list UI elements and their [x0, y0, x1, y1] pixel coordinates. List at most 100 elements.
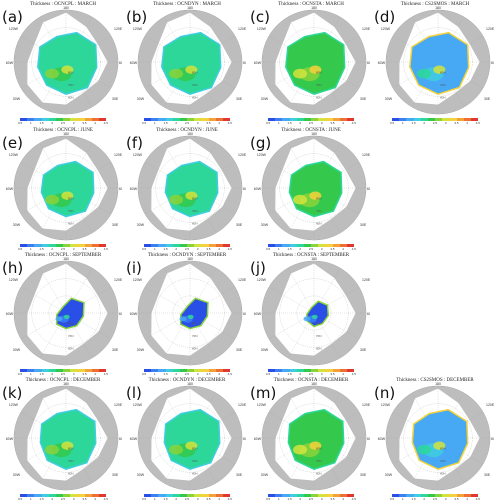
longitude-label: 180	[435, 382, 441, 386]
map-panel: Thickness : OCNSTA : MARCH (c) 180 120W 120E…	[250, 2, 370, 125]
longitude-label: 30E	[484, 97, 491, 101]
colorbar-tick-label: 1.5	[287, 497, 292, 501]
longitude-label: 120W	[133, 403, 143, 407]
longitude-label: 30W	[137, 473, 145, 477]
colorbar-swatch	[268, 369, 276, 372]
colorbar-ticks: 0.5 1 1.5 2 2.5 3 3.5 4 4.5	[18, 372, 108, 376]
colorbar-swatch	[55, 244, 64, 247]
colorbar-swatch	[268, 118, 276, 121]
colorbar-tick-label: 1	[29, 121, 32, 125]
longitude-label: 60E	[119, 312, 122, 316]
colorbar-swatch	[399, 494, 407, 497]
latitude-label: 60N	[68, 346, 74, 350]
colorbar-tick-label: 3.5	[82, 247, 87, 251]
longitude-label: 120E	[238, 153, 246, 157]
colorbar-tick-label: 2.5	[184, 247, 190, 251]
colorbar-tick-label: 4	[466, 497, 468, 501]
colorbar	[144, 244, 231, 247]
longitude-label: 120W	[9, 403, 19, 407]
colorbar-swatch	[268, 244, 276, 247]
longitude-label: 30W	[261, 97, 269, 101]
land-mass	[138, 386, 242, 490]
colorbar-swatch	[91, 369, 99, 372]
colorbar-swatch	[325, 118, 333, 121]
colorbar-tick-label: 2.5	[60, 372, 66, 376]
colorbar-tick-label: 4.5	[351, 247, 356, 251]
colorbar-tick-label: 0.5	[142, 121, 147, 125]
thick-ice-patch	[293, 68, 308, 79]
colorbar-swatch	[158, 118, 166, 121]
longitude-label: 60W	[378, 437, 386, 441]
map-panel: Thickness : OCNCPL : SEPTEMBER (h) 180 120W…	[2, 253, 122, 376]
map-panel: Thickness : OCNCPL : JUNE (e) 180 120W 120E 6…	[2, 128, 122, 251]
colorbar-swatch	[41, 369, 49, 372]
colorbar-tick-label: 1	[153, 372, 156, 376]
colorbar	[268, 244, 355, 247]
colorbar	[268, 369, 355, 372]
colorbar-swatch	[215, 118, 223, 121]
colorbar-swatch	[311, 118, 319, 121]
sea-ice-field	[161, 31, 222, 96]
longitude-label: 120W	[381, 403, 391, 407]
longitude-label: 60E	[367, 187, 370, 191]
panel-label: (n)	[374, 384, 396, 402]
colorbar-swatch	[275, 118, 283, 121]
colorbar-swatch	[289, 244, 297, 247]
colorbar-tick-label: 2.5	[308, 497, 314, 501]
thick-ice-patch	[179, 316, 187, 322]
thick-ice-patch	[45, 444, 60, 455]
colorbar-ticks: 0.5 1 1.5 2 2.5 3 3.5 4 4.5	[266, 121, 356, 125]
panel-title: Thickness : OCNCPL : DECEMBER	[25, 378, 101, 383]
colorbar-tick-label: 0.5	[266, 497, 271, 501]
colorbar-tick-label: 2.5	[184, 372, 190, 376]
polar-map: 180 120W 120E 60W 60E 30W 30E 80N 70N 60N	[6, 382, 122, 491]
longitude-label: 60W	[254, 312, 262, 316]
latitude-label: 60N	[316, 471, 322, 475]
colorbar-ticks: 0.5 1 1.5 2 2.5 3 3.5 4 4.5	[142, 372, 232, 376]
longitude-label: 180	[311, 6, 317, 10]
colorbar-tick-label: 1.5	[287, 121, 292, 125]
colorbar-swatch	[339, 118, 347, 121]
colorbar-tick-label: 4	[218, 372, 220, 376]
panel-title: Thickness : OCNSTA : SEPTEMBER	[272, 253, 350, 258]
colorbar-tick-label: 1.5	[39, 121, 44, 125]
thick-ice-patch	[185, 65, 198, 74]
colorbar-tick-label: 1.5	[411, 497, 416, 501]
colorbar-tick-label: 1.5	[163, 372, 168, 376]
longitude-label: 30E	[112, 97, 119, 101]
colorbar-swatch	[275, 494, 283, 497]
latitude-label: 80N	[68, 196, 74, 200]
polar-map: 180 120W 120E 60W 60E 30W 30E 80N 70N 60N	[130, 382, 246, 491]
colorbar-swatch	[296, 369, 304, 372]
polar-map: 180 120W 120E 60W 60E 30W 30E 80N 70N 60N	[6, 132, 122, 241]
colorbar-swatch	[144, 369, 152, 372]
land-mass	[138, 261, 242, 365]
longitude-label: 120W	[133, 153, 143, 157]
colorbar-swatch	[449, 494, 457, 497]
colorbar-tick-label: 3.5	[206, 121, 211, 125]
thick-ice-patch	[61, 65, 74, 74]
map-panel: Thickness : OCNSTA : JUNE (g) 180 120W 120E 6…	[250, 128, 370, 251]
colorbar-tick-label: 3.5	[206, 497, 211, 501]
panel-label: (c)	[250, 8, 270, 26]
colorbar-tick-label: 4.5	[103, 372, 108, 376]
colorbar-tick-label: 0.5	[142, 372, 147, 376]
thick-ice-patch	[61, 191, 74, 200]
panel-title: Thickness : OCNDYN : MARCH	[153, 2, 221, 7]
panel-title: Thickness : OCNSTA : MARCH	[278, 2, 344, 7]
colorbar-swatch	[144, 494, 152, 497]
colorbar-tick-label: 3	[196, 247, 199, 251]
colorbar	[392, 118, 479, 121]
colorbar-tick-label: 1.5	[39, 372, 44, 376]
colorbar-tick-label: 2	[299, 247, 302, 251]
meridian-line	[268, 286, 315, 314]
colorbar-tick-label: 0.5	[266, 247, 271, 251]
longitude-label: 30E	[112, 348, 119, 352]
colorbar-swatch	[208, 244, 216, 247]
longitude-label: 60E	[119, 187, 122, 191]
colorbar-tick-label: 0.5	[18, 121, 23, 125]
thick-ice-patch	[55, 316, 63, 322]
colorbar	[144, 118, 231, 121]
latitude-label: 60N	[192, 346, 198, 350]
colorbar-swatch	[325, 369, 333, 372]
